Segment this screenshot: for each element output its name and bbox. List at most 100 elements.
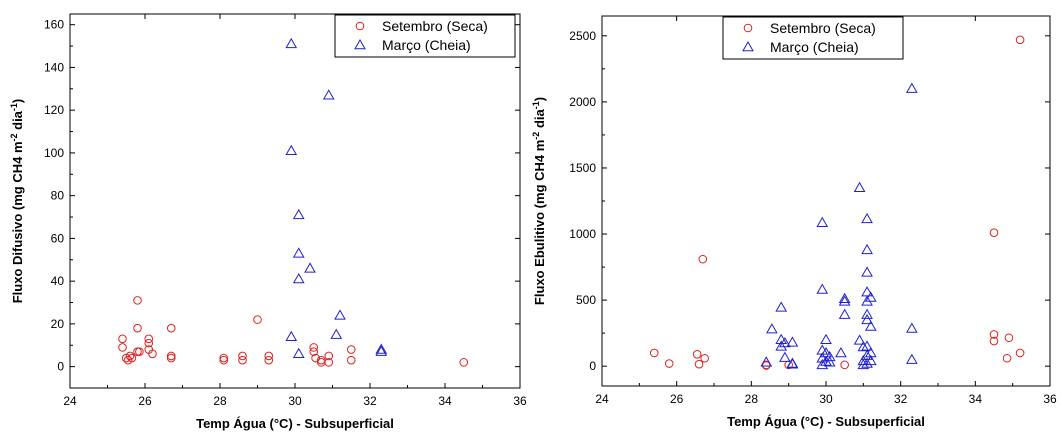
data-point-triangle (285, 330, 298, 341)
y-tick-label: 120 (44, 103, 64, 117)
data-point-triangle (820, 333, 832, 344)
data-point-triangle (864, 320, 877, 331)
data-point-circle (238, 355, 247, 365)
series-setembro (118, 296, 469, 367)
data-point-triangle (775, 301, 788, 312)
data-point-triangle (861, 266, 873, 277)
x-tick-label: 26 (138, 394, 152, 408)
data-point-triangle (861, 313, 873, 325)
data-point-circle (324, 351, 334, 361)
data-point-triangle (292, 247, 305, 258)
data-point-circle (346, 345, 356, 354)
data-point-circle (127, 353, 137, 363)
data-point-triangle (823, 356, 836, 367)
data-point-triangle (775, 340, 788, 351)
x-tick-label: 28 (745, 392, 759, 406)
data-point-triangle (775, 333, 788, 344)
y-tick-label: 140 (44, 60, 64, 74)
data-point-circle (1004, 333, 1014, 343)
data-point-triangle (864, 354, 877, 366)
x-tick-label: 36 (513, 394, 527, 408)
plot-frame (601, 15, 1051, 387)
data-point-triangle (786, 336, 799, 347)
data-point-triangle (857, 341, 870, 352)
data-point-triangle (786, 358, 799, 369)
data-point-triangle (861, 212, 873, 224)
data-point-triangle (285, 37, 298, 49)
data-point-circle (1015, 348, 1025, 358)
data-point-circle (698, 254, 708, 264)
data-point-triangle (292, 347, 305, 359)
data-point-triangle (334, 309, 346, 320)
data-point-triangle (835, 346, 847, 358)
chart-1: 24 26 28 30 32 34 36 0 20 40 60 80 100 120 140 160 Temp … (9, 13, 527, 431)
data-point-triangle (779, 337, 791, 348)
legend-marker-circle (355, 21, 365, 31)
legend-box (334, 14, 516, 58)
legend-marker-triangle (742, 40, 754, 52)
y-tick-label: 80 (51, 189, 65, 203)
data-point-triangle (823, 350, 836, 362)
y-tick-label: 60 (51, 231, 65, 245)
data-point-circle (219, 353, 229, 363)
data-point-triangle (760, 356, 773, 367)
y-tick-label: 0 (589, 359, 596, 373)
y-tick-label: 20 (51, 317, 65, 331)
data-point-triangle (861, 286, 873, 297)
data-point-triangle (766, 323, 778, 334)
legend-marker-circle (743, 23, 753, 33)
data-point-circle (264, 355, 274, 365)
data-point-triangle (906, 322, 918, 333)
data-point-circle (144, 334, 154, 344)
data-point-circle (459, 358, 469, 367)
data-point-triangle (375, 345, 388, 356)
data-point-triangle (853, 334, 866, 345)
data-point-circle (135, 347, 144, 356)
data-point-triangle (322, 89, 335, 100)
legend: Setembro (Seca) Março (Cheia) (722, 16, 904, 60)
series-marco (285, 37, 388, 359)
legend-label: Março (Cheia) (382, 37, 471, 53)
data-point-triangle (861, 308, 873, 319)
data-point-triangle (292, 208, 305, 220)
data-point-triangle (285, 144, 298, 156)
data-point-circle (700, 353, 709, 363)
x-tick-label: 32 (894, 392, 908, 406)
x-tick-label: 32 (363, 394, 377, 408)
data-point-circle (324, 358, 334, 367)
legend-label: Setembro (Seca) (382, 18, 488, 34)
legend: Setembro (Seca) Março (Cheia) (334, 14, 516, 58)
x-tick-label: 34 (438, 394, 452, 408)
x-axis-label: Temp Água (°C) - Subsuperficial (727, 414, 925, 429)
y-tick-label: 160 (44, 18, 64, 32)
y-axis-label: Fluxo Ebulitivo (mg CH4 m-2 dia-1) (531, 97, 547, 305)
data-point-triangle (816, 216, 829, 228)
data-point-circle (118, 343, 127, 352)
y-tick-label: 0 (57, 360, 64, 374)
data-point-circle (664, 359, 674, 368)
data-point-triangle (375, 343, 388, 354)
x-tick-label: 30 (819, 392, 833, 406)
x-tick-label: 34 (969, 392, 983, 406)
data-point-circle (166, 351, 176, 361)
data-point-triangle (779, 351, 791, 362)
data-point-circle (166, 353, 176, 363)
data-point-triangle (292, 272, 305, 284)
data-point-circle (133, 323, 142, 333)
legend-box (722, 16, 904, 60)
data-point-triangle (816, 283, 829, 294)
series-setembro (649, 35, 1025, 370)
y-axis-label: Fluxo Difusivo (mg CH4 m-2 dia-1) (9, 99, 25, 304)
legend-label: Março (Cheia) (770, 39, 859, 55)
data-point-triangle (816, 352, 829, 363)
y-tick-label: 40 (51, 274, 65, 288)
x-tick-label: 24 (63, 394, 77, 408)
data-point-circle (264, 351, 274, 361)
data-point-triangle (838, 292, 851, 304)
data-point-circle (346, 355, 356, 365)
y-tick-label: 500 (576, 293, 596, 307)
data-point-circle (309, 347, 319, 356)
data-point-triangle (838, 295, 851, 306)
y-tick-label: 1500 (569, 161, 596, 175)
legend-label: Setembro (Seca) (770, 20, 876, 36)
